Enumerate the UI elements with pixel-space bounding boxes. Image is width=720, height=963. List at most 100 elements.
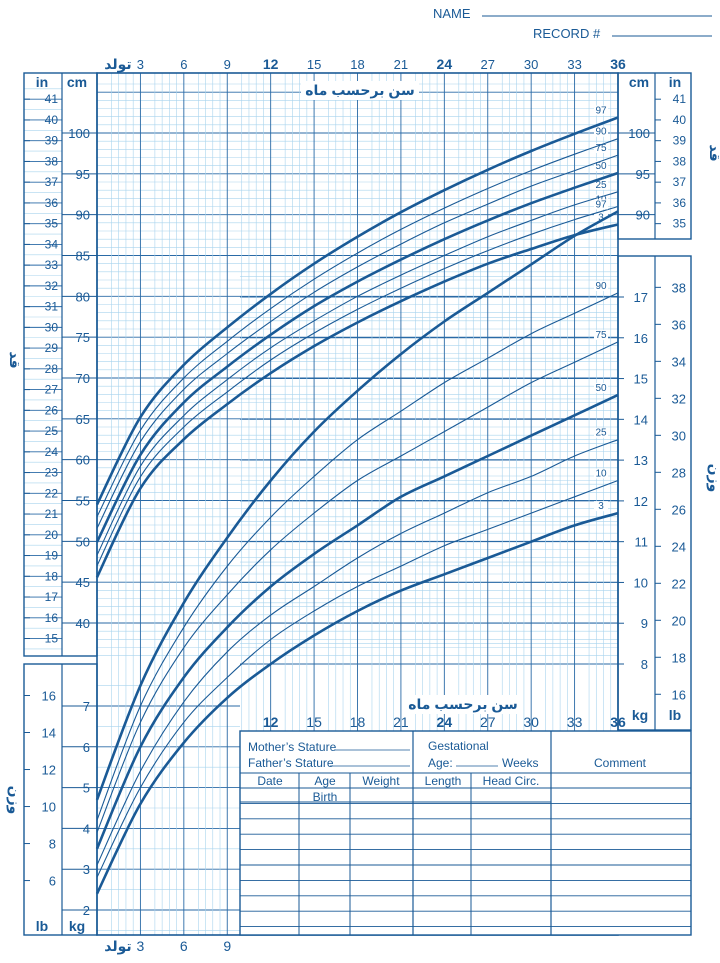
age-tick-mid-36: 36 (610, 714, 626, 730)
kg-tick-right-12: 12 (634, 494, 648, 509)
weight-percentile-label-90: 90 (595, 281, 607, 292)
in-tick-left-27: 27 (45, 383, 59, 397)
length-scale-left-frame (23, 72, 98, 657)
lb-tick-right-36: 36 (672, 317, 686, 332)
lb-unit-left: lb (36, 918, 48, 934)
weight-label-bg (594, 280, 608, 291)
weight-label-bg (594, 199, 608, 210)
in-tick-left-24: 24 (45, 445, 59, 459)
lb-tick-right-22: 22 (672, 576, 686, 591)
cm-tick-left-100: 100 (68, 126, 90, 141)
weight-percentile-label-3: 3 (598, 501, 604, 512)
in-tick-left-39: 39 (45, 134, 59, 148)
weight-percentile-label-97: 97 (595, 199, 607, 210)
length-percentile-label-50: 50 (595, 161, 607, 172)
cm-tick-left-95: 95 (76, 167, 90, 182)
weight-percentile-label-25: 25 (595, 428, 607, 439)
col-head-circ: Head Circ. (483, 774, 540, 788)
kg-unit-left: kg (69, 918, 85, 934)
length-curve-p3 (95, 223, 619, 578)
age-tick-top-9: 9 (224, 57, 231, 72)
cm-tick-left-75: 75 (76, 330, 90, 345)
length-label-bg (594, 126, 608, 137)
cm-tick-right-100: 100 (628, 126, 650, 141)
length-label-bg (594, 143, 608, 154)
kg-tick-right-15: 15 (634, 372, 648, 387)
kg-tick-left-7: 7 (83, 699, 90, 714)
comment-label: Comment (594, 756, 647, 770)
age-tick-mid-12: 12 (263, 714, 279, 730)
cm-tick-left-85: 85 (76, 249, 90, 264)
age-tick-mid-15: 15 (306, 714, 322, 730)
weight-curve-p10 (96, 479, 619, 878)
kg-tick-right-14: 14 (634, 412, 648, 427)
lb-tick-left-14: 14 (42, 726, 56, 741)
in-tick-right-40: 40 (673, 113, 687, 127)
age-tick-bottom-9: 9 (223, 938, 231, 954)
age-tick-top-12: 12 (263, 56, 279, 72)
age-title-top-bg (301, 81, 419, 100)
cm-tick-left-70: 70 (76, 371, 90, 386)
age-tick-top-30: 30 (524, 57, 538, 72)
kg-tick-right-9: 9 (641, 616, 648, 631)
length-curve-p25 (96, 191, 619, 556)
record-table-frame (239, 730, 692, 936)
cm-tick-left-60: 60 (76, 453, 90, 468)
weight-percentile-label-75: 75 (595, 330, 607, 341)
age-tick-top-21: 21 (394, 57, 408, 72)
lb-tick-right-26: 26 (672, 502, 686, 517)
cm-unit-right: cm (629, 74, 649, 90)
frame-layer (23, 72, 692, 936)
weight-side-title-right: وزن (706, 464, 720, 493)
length-side-title-right: قد (707, 144, 720, 161)
weight-curve-p50 (95, 393, 619, 850)
lb-tick-right-38: 38 (672, 280, 686, 295)
in-tick-left-20: 20 (45, 528, 59, 542)
lb-tick-left-8: 8 (49, 837, 56, 852)
kg-tick-right-8: 8 (641, 657, 648, 672)
age-tick-mid-27: 27 (480, 714, 496, 730)
col-length: Length (425, 774, 462, 788)
in-tick-right-39: 39 (673, 134, 687, 148)
weight-label-bg (594, 329, 608, 340)
age-tick-mid-30: 30 (523, 714, 539, 730)
lb-tick-right-34: 34 (672, 354, 686, 369)
in-tick-left-41: 41 (45, 92, 59, 106)
in-tick-left-25: 25 (45, 424, 59, 438)
cm-tick-right-95: 95 (636, 167, 650, 182)
length-curve-p90 (96, 138, 619, 518)
length-side-title-left: قد (7, 351, 23, 368)
birth-label-top: تولد (104, 56, 131, 73)
record-label: RECORD # (533, 26, 601, 41)
age-tick-mid-33: 33 (567, 714, 583, 730)
age-tick-top-18: 18 (350, 57, 364, 72)
in-tick-right-37: 37 (673, 175, 687, 189)
record-table (239, 730, 692, 936)
age-tick-bottom-6: 6 (180, 938, 188, 954)
age-tick-top-24: 24 (437, 56, 453, 72)
length-label-bg (594, 105, 608, 116)
col-weight: Weight (362, 774, 400, 788)
in-tick-left-19: 19 (45, 549, 59, 563)
lb-tick-right-18: 18 (672, 650, 686, 665)
length-label-bg (594, 179, 608, 190)
in-tick-left-40: 40 (45, 113, 59, 127)
in-tick-left-31: 31 (45, 300, 59, 314)
kg-tick-left-2: 2 (83, 903, 90, 918)
in-tick-left-21: 21 (45, 507, 59, 521)
lb-tick-left-10: 10 (42, 800, 56, 815)
age-tick-top-33: 33 (567, 57, 581, 72)
in-tick-left-18: 18 (45, 569, 59, 583)
col-age: Age (314, 774, 336, 788)
age-title-mid-bg (404, 695, 522, 714)
lb-tick-right-24: 24 (672, 539, 686, 554)
length-percentile-label-75: 75 (595, 143, 607, 154)
in-tick-left-17: 17 (45, 590, 59, 604)
weight-side-title-left: وزن (6, 786, 23, 815)
name-label: NAME (433, 6, 471, 21)
length-curve-p50 (95, 171, 619, 543)
weight-curve-p25 (96, 439, 619, 866)
in-tick-left-33: 33 (45, 258, 59, 272)
lb-tick-right-30: 30 (672, 428, 686, 443)
